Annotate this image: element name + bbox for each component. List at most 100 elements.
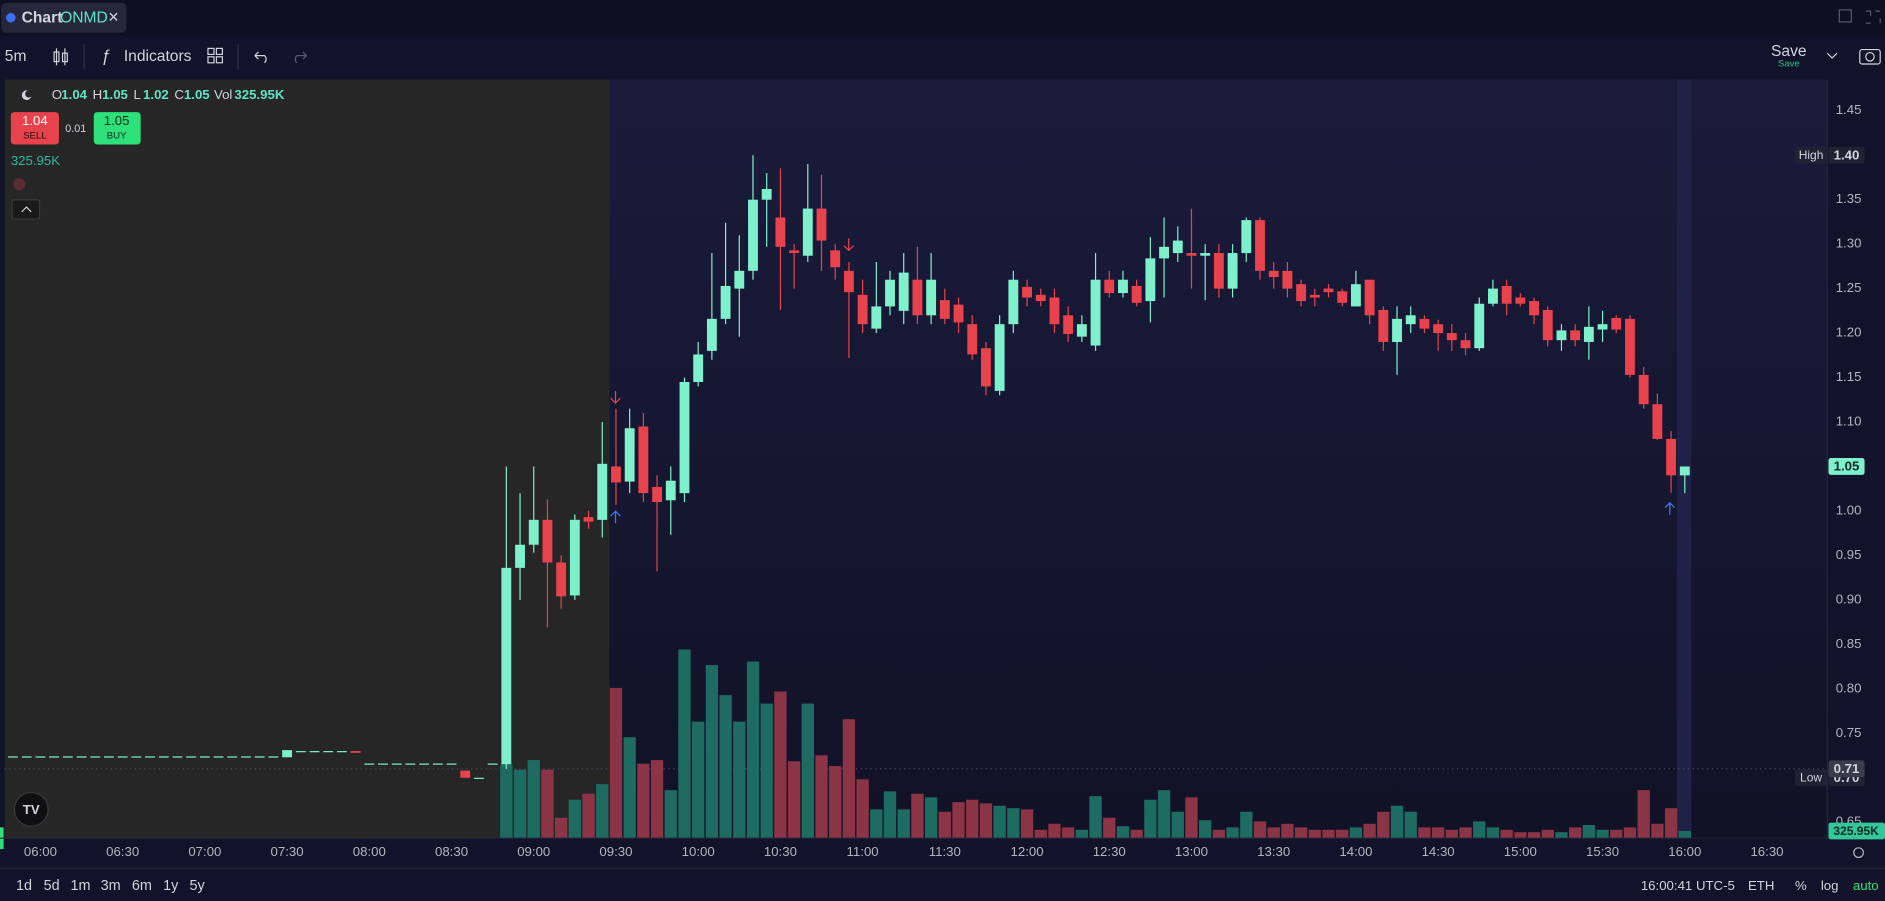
- settings-icon[interactable]: [1853, 847, 1864, 859]
- collapse-button[interactable]: [11, 199, 41, 220]
- volume-bar: [1308, 829, 1321, 839]
- legend-key: Vol: [214, 87, 232, 102]
- layout-icon: [207, 56, 215, 64]
- candle-body: [172, 756, 183, 758]
- candle-body: [1378, 309, 1389, 342]
- volume-bar: [1144, 799, 1157, 839]
- volume-bar: [1664, 808, 1678, 839]
- tab-close[interactable]: ×: [108, 7, 119, 27]
- undo-icon[interactable]: [254, 51, 267, 64]
- high-badge: [1828, 146, 1865, 164]
- volume-bar: [1103, 817, 1116, 839]
- x-tick-label: 14:00: [1339, 844, 1372, 859]
- indicators-button[interactable]: Indicators: [124, 48, 192, 65]
- candle-body: [1118, 279, 1128, 294]
- volume-bar: [1185, 797, 1198, 839]
- candle-body: [652, 486, 663, 503]
- volume-bar: [774, 691, 787, 839]
- sell-button[interactable]: [10, 112, 59, 145]
- volume-bar: [1596, 829, 1609, 839]
- save-button[interactable]: Save: [1771, 43, 1807, 60]
- buy-signal: [610, 510, 621, 524]
- range-button[interactable]: 1m: [71, 878, 91, 894]
- tab-symbol: ONMD: [60, 9, 108, 26]
- alert-icon: [13, 178, 26, 191]
- session-toggle[interactable]: ETH: [1748, 878, 1774, 893]
- sell-signal: [843, 238, 854, 252]
- volume-bar: [1349, 827, 1363, 839]
- candle-body: [1186, 253, 1197, 256]
- volume-bar: [842, 719, 856, 839]
- save-status: Save: [1778, 59, 1800, 70]
- percent-toggle[interactable]: %: [1795, 878, 1807, 893]
- candle-body: [1008, 279, 1019, 325]
- logo[interactable]: [13, 791, 49, 827]
- log-toggle[interactable]: log: [1821, 878, 1839, 893]
- volume-bar: [1020, 809, 1034, 839]
- x-tick-label: 16:30: [1750, 844, 1783, 859]
- candle-body: [871, 306, 882, 329]
- candle-body: [1350, 284, 1361, 307]
- x-tick-label: 14:30: [1422, 844, 1455, 859]
- candle-body: [734, 270, 745, 289]
- candle-body: [981, 348, 991, 387]
- buy-button[interactable]: [93, 112, 141, 145]
- range-button[interactable]: 5d: [44, 878, 60, 894]
- candle-icon-body: [53, 51, 60, 63]
- candle-body: [1501, 285, 1512, 304]
- range-button[interactable]: 1y: [163, 878, 179, 894]
- sell-price: 1.04: [22, 113, 48, 128]
- range-button[interactable]: 6m: [132, 878, 152, 894]
- buy-label: BUY: [107, 131, 127, 142]
- range-button[interactable]: 5y: [190, 878, 206, 894]
- candle-body: [460, 770, 471, 778]
- candle-body: [1337, 291, 1348, 303]
- candle-body: [706, 318, 717, 351]
- candle-body: [1172, 240, 1183, 254]
- layout-icon[interactable]: [207, 47, 215, 55]
- candle-body: [501, 567, 512, 765]
- volume-bar: [1486, 827, 1500, 839]
- y-tick-label: 0.75: [1836, 725, 1862, 740]
- candle-body: [90, 756, 101, 758]
- fullscreen-icon[interactable]: [1865, 10, 1881, 24]
- layout-icon: [215, 56, 224, 64]
- volume-bar: [1473, 821, 1486, 839]
- candle-body: [419, 763, 430, 765]
- top-bar: [0, 0, 1885, 36]
- series: [4, 155, 1828, 839]
- candle-body: [145, 756, 155, 758]
- tab[interactable]: [1, 2, 127, 33]
- interval[interactable]: 5m: [5, 48, 27, 65]
- fx-icon[interactable]: ƒ: [101, 46, 110, 65]
- range-button[interactable]: 3m: [101, 878, 121, 894]
- volume-bar: [1377, 811, 1390, 839]
- volume-bar: [883, 791, 897, 839]
- candle-icon[interactable]: [55, 48, 66, 66]
- candle-body: [364, 763, 375, 765]
- volume-bar: [1171, 811, 1184, 839]
- buy-signal: [1664, 501, 1676, 515]
- candle-body: [1200, 253, 1211, 256]
- volume-bar: [979, 803, 993, 839]
- volume-bar: [1541, 829, 1554, 839]
- low-label: Low: [1800, 771, 1822, 785]
- volume-bar: [1637, 790, 1650, 839]
- snapshot-icon[interactable]: [1859, 48, 1881, 65]
- range-button[interactable]: 1d: [16, 878, 32, 894]
- x-tick-label: 15:00: [1504, 844, 1537, 859]
- volume-bar: [719, 695, 732, 839]
- volume-bar: [513, 769, 527, 839]
- candle-body: [35, 756, 46, 758]
- save-menu[interactable]: [1826, 52, 1838, 59]
- candle-body: [1515, 297, 1526, 304]
- candle-body: [199, 756, 210, 758]
- auto-toggle[interactable]: auto: [1853, 878, 1879, 893]
- candle-body: [62, 756, 73, 758]
- volume-bar: [924, 797, 938, 839]
- high-tag: [1794, 146, 1828, 164]
- x-tick-label: 07:30: [271, 844, 304, 859]
- volume-bar: [1459, 827, 1472, 839]
- popout-icon[interactable]: [1838, 9, 1852, 23]
